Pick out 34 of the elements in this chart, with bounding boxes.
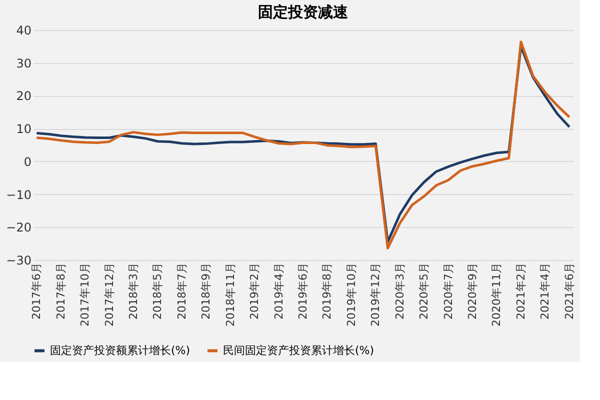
legend-label: 固定资产投资额累计增长(%) [50,344,190,357]
x-tick-label: 2020年11月 [490,262,504,326]
x-tick-label: 2019年4月 [272,262,286,320]
x-tick-label: 2018年11月 [224,262,237,326]
x-tick-label: 2020年9月 [466,262,480,320]
x-tick-label: 2021年2月 [514,262,528,320]
x-tick-label: 2017年6月 [30,262,44,320]
x-tick-label: 2021年6月 [562,262,576,320]
y-tick-label: 20 [16,89,32,104]
y-tick-label: −20 [6,220,32,235]
x-tick-label: 2019年2月 [248,262,262,320]
y-tick-label: 0 [24,154,32,169]
chart-title: 固定投资减速 [258,3,349,21]
x-tick-label: 2017年12月 [102,262,116,326]
legend-label: 民间固定资产投资累计增长(%) [223,344,374,357]
y-tick-label: −30 [6,254,32,268]
y-tick-label: 40 [16,24,32,38]
x-tick-label: 2018年9月 [200,262,213,320]
y-tick-label: 30 [16,56,32,70]
x-tick-label: 2018年5月 [151,262,164,320]
x-tick-label: 2017年8月 [54,262,68,320]
x-tick-label: 2021年4月 [538,262,552,320]
x-tick-label: 2020年5月 [418,262,431,320]
y-tick-label: −10 [6,188,32,202]
x-tick-label: 2019年6月 [296,262,310,320]
x-tick-label: 2017年10月 [78,262,92,326]
x-tick-label: 2020年3月 [393,262,406,320]
x-tick-label: 2019年10月 [344,262,358,326]
x-tick-label: 2020年7月 [442,262,455,320]
x-tick-label: 2018年7月 [175,262,188,320]
x-tick-label: 2018年3月 [126,262,140,320]
x-tick-label: 2019年8月 [320,262,334,320]
y-tick-label: 10 [16,122,32,136]
x-tick-label: 2019年12月 [369,262,382,326]
